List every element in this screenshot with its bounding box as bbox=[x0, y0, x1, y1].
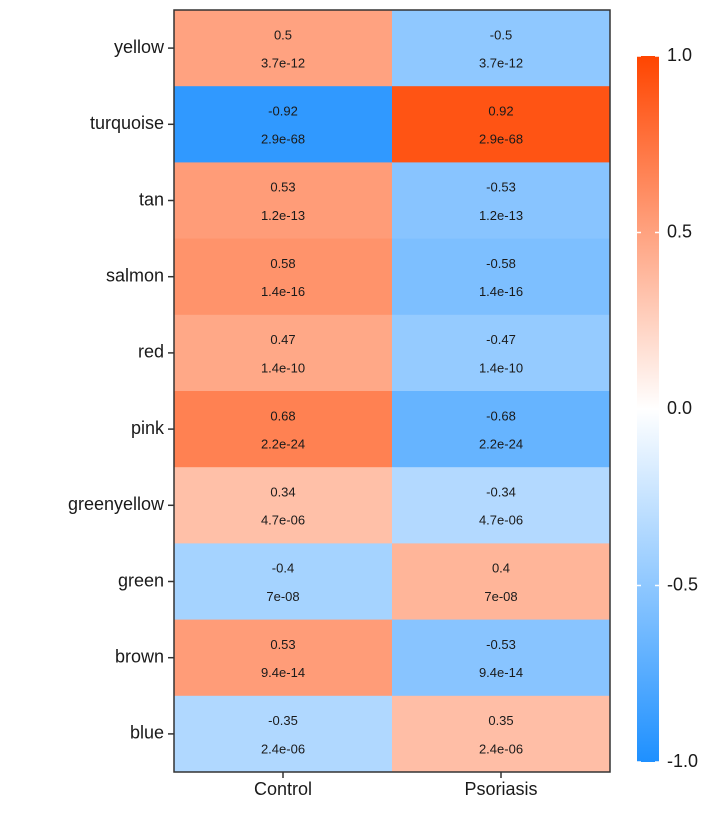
pvalue-label: 2.4e-06 bbox=[479, 741, 523, 756]
correlation-label: -0.47 bbox=[486, 332, 516, 347]
pvalue-label: 4.7e-06 bbox=[479, 513, 523, 528]
heatmap-cell bbox=[392, 238, 611, 316]
heatmap-cell bbox=[174, 695, 393, 773]
pvalue-label: 1.2e-13 bbox=[261, 208, 305, 223]
pvalue-label: 4.7e-06 bbox=[261, 513, 305, 528]
colorbar-tick-label: 0.0 bbox=[667, 398, 692, 418]
correlation-label: 0.35 bbox=[488, 713, 513, 728]
correlation-label: 0.34 bbox=[270, 485, 295, 500]
correlation-label: 0.53 bbox=[270, 637, 295, 652]
x-tick-label: Control bbox=[254, 779, 312, 799]
y-tick-label: brown bbox=[115, 646, 164, 666]
heatmap-cell bbox=[174, 238, 393, 316]
heatmap-cell bbox=[392, 10, 611, 87]
pvalue-label: 9.4e-14 bbox=[479, 665, 523, 680]
heatmap-cell bbox=[174, 391, 393, 468]
correlation-label: -0.53 bbox=[486, 637, 516, 652]
pvalue-label: 2.9e-68 bbox=[479, 132, 523, 147]
colorbar-tick-label: -0.5 bbox=[667, 574, 698, 594]
pvalue-label: 3.7e-12 bbox=[261, 56, 305, 71]
y-tick-label: green bbox=[118, 570, 164, 590]
heatmap-cell bbox=[392, 467, 611, 544]
y-tick-label: salmon bbox=[106, 265, 164, 285]
pvalue-label: 1.4e-10 bbox=[261, 360, 305, 375]
heatmap-cell bbox=[392, 86, 611, 163]
y-tick-label: greenyellow bbox=[68, 494, 165, 514]
pvalue-label: 2.4e-06 bbox=[261, 741, 305, 756]
heatmap-cell bbox=[174, 619, 393, 697]
heatmap-cell bbox=[174, 86, 393, 163]
heatmap-cell bbox=[392, 391, 611, 468]
colorbar-tick-label: -1.0 bbox=[667, 751, 698, 771]
heatmap-cell bbox=[392, 695, 611, 773]
correlation-label: 0.68 bbox=[270, 408, 295, 423]
pvalue-label: 2.2e-24 bbox=[261, 437, 305, 452]
y-tick-label: pink bbox=[131, 418, 165, 438]
correlation-label: -0.68 bbox=[486, 408, 516, 423]
y-tick-label: turquoise bbox=[90, 113, 164, 133]
pvalue-label: 2.2e-24 bbox=[479, 437, 523, 452]
pvalue-label: 1.4e-16 bbox=[479, 284, 523, 299]
y-tick-label: yellow bbox=[114, 37, 165, 57]
colorbar-gradient bbox=[637, 56, 659, 762]
pvalue-label: 1.4e-10 bbox=[479, 360, 523, 375]
correlation-label: 0.53 bbox=[270, 180, 295, 195]
correlation-label: 0.4 bbox=[492, 561, 510, 576]
pvalue-label: 7e-08 bbox=[484, 589, 517, 604]
panel-border bbox=[173, 9, 611, 773]
colorbar-legend: 1.0 0.5 0.0 -0.5 -1.0 bbox=[637, 45, 698, 771]
correlation-label: 0.47 bbox=[270, 332, 295, 347]
colorbar-tick-label: 0.5 bbox=[667, 221, 692, 241]
heatmap-cell bbox=[174, 467, 393, 544]
colorbar-tick-label: 1.0 bbox=[667, 45, 692, 65]
pvalue-label: 3.7e-12 bbox=[479, 56, 523, 71]
heatmap-cell bbox=[392, 162, 611, 240]
heatmap-cell bbox=[174, 314, 393, 392]
correlation-label: 0.92 bbox=[488, 104, 513, 119]
heatmap-cell bbox=[392, 314, 611, 392]
y-tick-label: blue bbox=[130, 723, 164, 743]
x-tick-label: Psoriasis bbox=[464, 779, 537, 799]
y-tick-label: tan bbox=[139, 189, 164, 209]
correlation-label: -0.35 bbox=[268, 713, 298, 728]
pvalue-label: 7e-08 bbox=[266, 589, 299, 604]
heatmap-cells: 0.5 3.7e-12 -0.5 3.7e-12 -0.92 2.9e-68 0.92 2.9… bbox=[174, 10, 611, 773]
heatmap-cell bbox=[174, 10, 393, 87]
correlation-label: -0.5 bbox=[490, 27, 512, 42]
correlation-label: 0.5 bbox=[274, 27, 292, 42]
heatmap-cell bbox=[392, 543, 611, 621]
pvalue-label: 2.9e-68 bbox=[261, 132, 305, 147]
correlation-label: -0.4 bbox=[272, 561, 294, 576]
x-axis: Control Psoriasis bbox=[254, 772, 538, 799]
correlation-label: -0.34 bbox=[486, 485, 516, 500]
pvalue-label: 1.2e-13 bbox=[479, 208, 523, 223]
pvalue-label: 9.4e-14 bbox=[261, 665, 305, 680]
heatmap-cell bbox=[392, 619, 611, 697]
heatmap-cell bbox=[174, 543, 393, 621]
correlation-label: -0.53 bbox=[486, 180, 516, 195]
correlation-label: -0.92 bbox=[268, 104, 298, 119]
y-tick-label: red bbox=[138, 342, 164, 362]
pvalue-label: 1.4e-16 bbox=[261, 284, 305, 299]
heatmap-cell bbox=[174, 162, 393, 240]
y-axis: yellow turquoise tan salmon red pink greenyell… bbox=[68, 37, 174, 743]
correlation-label: 0.58 bbox=[270, 256, 295, 271]
correlation-label: -0.58 bbox=[486, 256, 516, 271]
